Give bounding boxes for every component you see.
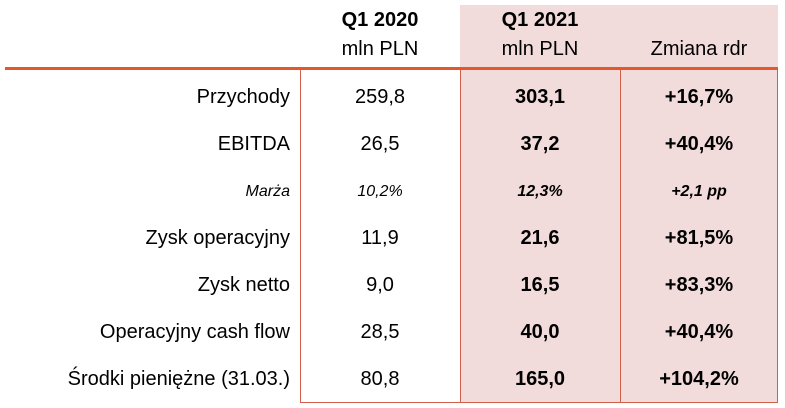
cell-value: 16,5 — [520, 274, 560, 296]
cell-border — [777, 70, 778, 403]
row-label: Marża — [245, 182, 290, 200]
cell-value: 12,3% — [517, 182, 563, 200]
cell-value: 303,1 — [514, 86, 566, 108]
cell-value: 26,5 — [360, 133, 400, 155]
cell-value: 165,0 — [514, 368, 566, 390]
cell-value: +104,2% — [659, 368, 739, 390]
cell-value: +40,4% — [664, 321, 734, 343]
column-unit: mln PLN — [341, 37, 419, 60]
cell-value: 40,0 — [520, 321, 560, 343]
row-label: Przychody — [196, 86, 290, 108]
cell-value: 259,8 — [354, 86, 406, 108]
cell-value: 11,9 — [361, 227, 399, 249]
header-rule — [5, 67, 778, 70]
highlight-background — [460, 5, 778, 403]
cell-value: +40,4% — [664, 133, 734, 155]
cell-value: +83,3% — [664, 274, 734, 296]
cell-value: 10,2% — [357, 182, 403, 200]
cell-border — [300, 402, 778, 403]
cell-value: +2,1 pp — [671, 182, 727, 200]
cell-border — [460, 70, 461, 403]
cell-value: 9,0 — [366, 274, 394, 296]
cell-value: 28,5 — [360, 321, 400, 343]
column-title: Q1 2021 — [501, 8, 579, 31]
row-label: Środki pieniężne (31.03.) — [67, 368, 290, 390]
cell-border — [620, 70, 621, 403]
column-unit: mln PLN — [501, 37, 579, 60]
column-title: Q1 2020 — [341, 8, 419, 31]
cell-value: 37,2 — [520, 133, 560, 155]
row-label: EBITDA — [217, 133, 290, 155]
cell-value: 21,6 — [520, 227, 560, 249]
column-title: Zmiana rdr — [650, 37, 748, 60]
row-label: Zysk operacyjny — [145, 227, 291, 249]
row-label: Operacyjny cash flow — [99, 321, 290, 343]
cell-border — [300, 70, 301, 403]
cell-value: 80,8 — [360, 368, 400, 390]
row-label: Zysk netto — [197, 274, 290, 296]
cell-value: +16,7% — [664, 86, 734, 108]
cell-value: +81,5% — [664, 227, 734, 249]
